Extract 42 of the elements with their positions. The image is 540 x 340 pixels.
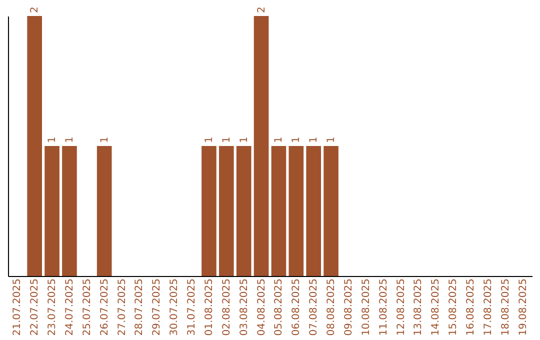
x-tick-label: 18.08.2025 (500, 278, 512, 336)
data-label: 1 (64, 136, 76, 143)
x-tick-label: 04.08.2025 (256, 278, 268, 336)
x-tick-label: 13.08.2025 (413, 278, 424, 336)
x-tick-label: 08.08.2025 (326, 278, 338, 336)
x-tick-label: 31.07.2025 (186, 278, 198, 336)
data-label: 2 (30, 6, 41, 13)
x-tick-label: 03.08.2025 (238, 278, 250, 336)
data-label: 1 (238, 136, 250, 143)
x-tick-label: 01.08.2025 (204, 278, 215, 336)
data-label: 1 (326, 136, 338, 143)
x-tick-label: 05.08.2025 (274, 278, 285, 336)
data-label: 1 (291, 136, 302, 143)
data-label: 1 (308, 136, 320, 143)
x-tick-label: 24.07.2025 (64, 278, 76, 336)
x-tick-label: 10.08.2025 (360, 278, 372, 336)
x-tick-label: 26.07.2025 (99, 278, 110, 336)
x-tick-label: 14.08.2025 (430, 278, 442, 336)
x-tick-label: 21.07.2025 (12, 278, 24, 336)
data-label: 1 (221, 136, 232, 143)
x-tick-label: 30.07.2025 (169, 278, 180, 336)
x-tick-label: 25.07.2025 (82, 278, 93, 336)
x-tick-label: 29.07.2025 (152, 278, 163, 336)
x-tick-label: 16.08.2025 (466, 278, 477, 336)
x-tick-label: 19.08.2025 (518, 278, 529, 336)
x-tick-label: 23.07.2025 (47, 278, 58, 336)
x-tick-label: 15.08.2025 (448, 278, 460, 336)
data-label: 1 (274, 136, 285, 143)
data-label: 1 (204, 136, 215, 143)
x-tick-label: 02.08.2025 (221, 278, 232, 336)
x-tick-label: 11.08.2025 (378, 278, 390, 336)
x-tick-label: 12.08.2025 (396, 278, 407, 336)
data-label: 1 (47, 136, 58, 143)
x-tick-label: 27.07.2025 (116, 278, 128, 336)
data-label: 1 (99, 136, 110, 143)
x-tick-label: 09.08.2025 (343, 278, 354, 336)
x-tick-label: 06.08.2025 (291, 278, 302, 336)
x-tick-label: 07.08.2025 (308, 278, 320, 336)
data-label: 2 (256, 6, 268, 13)
x-tick-label: 17.08.2025 (482, 278, 494, 336)
x-tick-label: 22.07.2025 (30, 278, 41, 336)
x-tick-label: 28.07.2025 (134, 278, 146, 336)
